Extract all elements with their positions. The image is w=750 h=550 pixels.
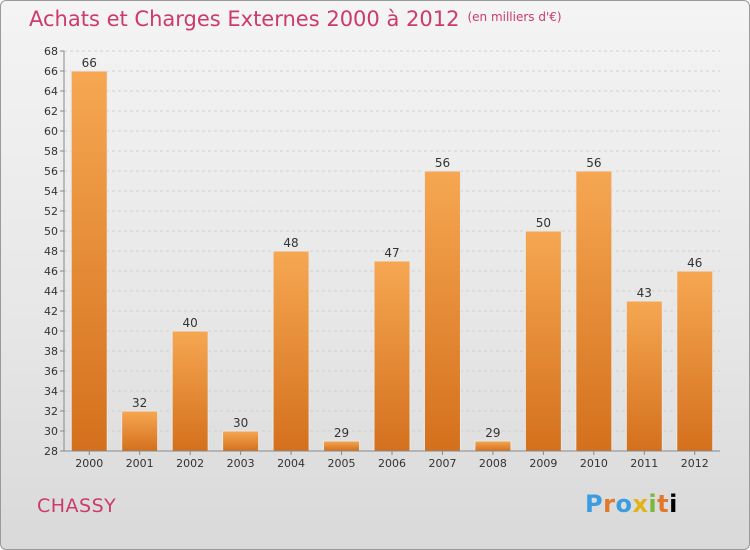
data-label: 46 <box>687 256 702 270</box>
x-tick-label: 2000 <box>75 457 103 470</box>
logo-letter: i <box>669 490 678 518</box>
y-tick-label: 58 <box>44 145 58 158</box>
bar-2002 <box>171 330 209 452</box>
logo-letter: x <box>632 490 649 518</box>
y-tick-label: 44 <box>44 285 58 298</box>
bar-2003 <box>222 430 260 452</box>
x-tick-label: 2008 <box>479 457 507 470</box>
logo-letter: P <box>585 490 604 518</box>
x-tick-label: 2011 <box>630 457 658 470</box>
logo-letter: o <box>615 490 633 518</box>
y-tick-label: 28 <box>44 445 58 458</box>
y-tick-label: 34 <box>44 385 58 398</box>
y-tick-label: 66 <box>44 65 58 78</box>
x-tick-label: 2003 <box>227 457 255 470</box>
x-tick-label: 2002 <box>176 457 204 470</box>
chart-unit: (en milliers d'€) <box>467 10 562 24</box>
bar-2006 <box>373 260 411 452</box>
data-label: 43 <box>637 286 652 300</box>
y-tick-label: 36 <box>44 365 58 378</box>
bar-2004 <box>272 250 310 452</box>
y-tick-label: 68 <box>44 45 58 58</box>
y-tick-label: 46 <box>44 265 58 278</box>
y-tick-label: 52 <box>44 205 58 218</box>
bar-2009 <box>524 230 562 452</box>
y-tick-label: 32 <box>44 405 58 418</box>
x-tick-label: 2001 <box>126 457 154 470</box>
y-tick-label: 38 <box>44 345 58 358</box>
logo-letter: t <box>657 490 670 518</box>
y-axis: 28 30 32 34 36 38 40 42 44 46 48 50 52 54 56 58 60 62 64 66… <box>44 45 65 458</box>
bar-2010 <box>575 170 613 452</box>
logo-letter: r <box>603 490 616 518</box>
x-tick-label: 2007 <box>428 457 456 470</box>
x-tick-label: 2004 <box>277 457 305 470</box>
bar-2007 <box>423 170 461 452</box>
chart-title: Achats et Charges Externes 2000 à 2012 (e… <box>29 7 562 31</box>
x-tick-label: 2010 <box>580 457 608 470</box>
data-label: 30 <box>233 416 248 430</box>
x-tick-label: 2012 <box>681 457 709 470</box>
y-tick-label: 54 <box>44 185 58 198</box>
data-label: 56 <box>435 156 450 170</box>
bar-2000 <box>70 70 108 452</box>
x-tick-label: 2005 <box>328 457 356 470</box>
chart-title-text: Achats et Charges Externes 2000 à 2012 <box>29 7 460 31</box>
logo-letter: i <box>648 490 658 518</box>
y-tick-label: 64 <box>44 85 58 98</box>
data-label: 66 <box>82 56 97 70</box>
commune-name: CHASSY <box>37 495 117 517</box>
y-tick-label: 40 <box>44 325 58 338</box>
bars: 66 32 40 30 48 29 47 56 29 50 56 43 46 <box>70 56 714 452</box>
x-tick-label: 2006 <box>378 457 406 470</box>
data-label: 40 <box>183 316 198 330</box>
x-axis: 2000 2001 2002 2003 2004 2005 2006 2007 2008 2009… <box>64 450 720 470</box>
data-label: 56 <box>586 156 601 170</box>
bar-2008 <box>474 440 512 452</box>
y-tick-label: 30 <box>44 425 58 438</box>
x-tick-label: 2009 <box>529 457 557 470</box>
y-tick-label: 62 <box>44 105 58 118</box>
data-label: 29 <box>485 426 500 440</box>
bar-2001 <box>121 410 159 452</box>
bar-2012 <box>676 270 714 452</box>
bar-2005 <box>323 440 361 452</box>
bar-2011 <box>625 300 663 452</box>
y-tick-label: 50 <box>44 225 58 238</box>
data-label: 32 <box>132 396 147 410</box>
y-tick-label: 60 <box>44 125 58 138</box>
data-label: 50 <box>536 216 551 230</box>
proxiti-logo[interactable]: Proxiti <box>585 490 678 518</box>
y-tick-label: 48 <box>44 245 58 258</box>
y-tick-label: 56 <box>44 165 58 178</box>
data-label: 47 <box>384 246 399 260</box>
data-label: 29 <box>334 426 349 440</box>
y-tick-label: 42 <box>44 305 58 318</box>
data-label: 48 <box>283 236 298 250</box>
